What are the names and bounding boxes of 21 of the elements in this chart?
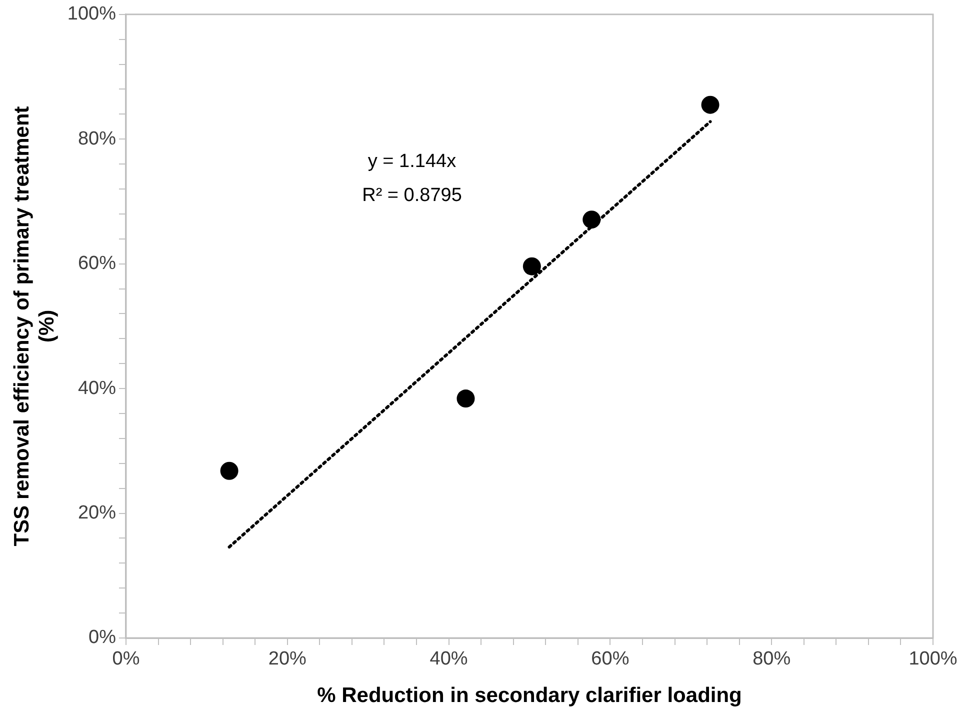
annotation: y = 1.144x — [368, 151, 457, 172]
point — [456, 390, 475, 408]
point — [522, 257, 541, 276]
y-tick-label: 100% — [67, 4, 116, 25]
point — [220, 462, 238, 480]
y-tick-label: 0% — [88, 627, 116, 648]
y-tick-label: 80% — [78, 128, 116, 150]
x-tick-label: 0% — [112, 648, 140, 670]
x-tick-label: 40% — [430, 648, 468, 670]
point — [701, 96, 720, 114]
y-tick-label: 20% — [78, 502, 116, 524]
y-tick-label: 60% — [78, 253, 116, 274]
x-tick-label: 100% — [908, 648, 958, 670]
y-axis-title: TSS removal efficiency of primary treatment (%) — [10, 106, 59, 546]
x-tick-label: 20% — [268, 648, 307, 670]
x-tick-label: 60% — [591, 648, 630, 670]
x-axis-title: % Reduction in secondary clarifier loading — [317, 684, 742, 708]
point — [582, 210, 601, 229]
annotation: R² = 0.8795 — [362, 185, 462, 206]
x-tick-label: 80% — [752, 648, 791, 670]
y-tick-label: 40% — [78, 378, 116, 399]
